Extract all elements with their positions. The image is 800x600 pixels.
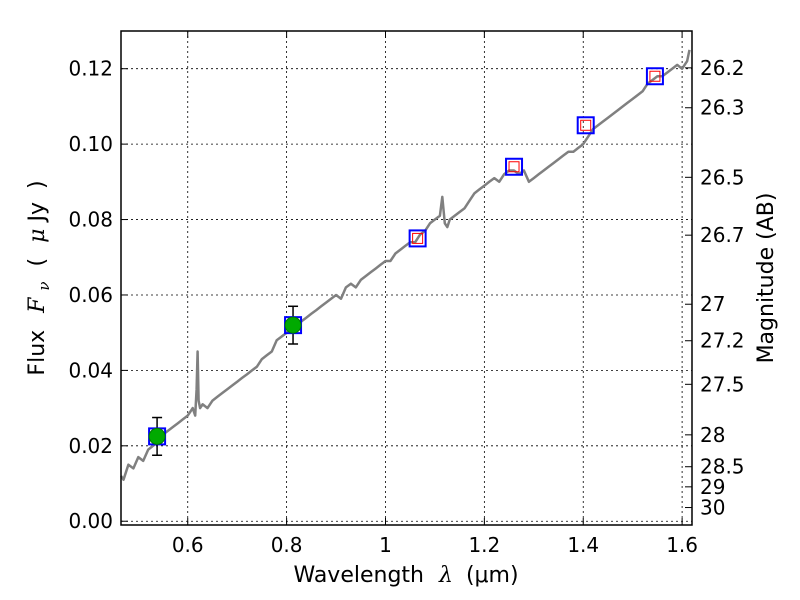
y-tick-label: 0.10 (68, 132, 113, 156)
observed-point (148, 427, 166, 445)
mag-tick-label: 27.5 (700, 372, 745, 396)
model-marker-inner (412, 232, 424, 244)
grid-layer (121, 31, 692, 525)
model-marker-outer (645, 67, 664, 86)
model-marker-inner (580, 119, 592, 131)
y-axis-label-subscript: ν (35, 281, 53, 290)
plot-frame (120, 30, 693, 526)
y-tick-label: 0.04 (68, 358, 113, 382)
x-tick-label: 1 (379, 533, 392, 557)
mag-tick-label: 26.7 (700, 223, 745, 247)
mag-tick-label: 26.2 (700, 56, 745, 80)
mag-tick-label: 30 (700, 496, 725, 520)
y-tick-label: 0.12 (68, 57, 113, 81)
right-axis-label: Magnitude (AB) (754, 193, 779, 364)
plot-background (121, 31, 692, 525)
model-marker-outer (576, 116, 595, 135)
y-axis-label-unit-rest: Jy (25, 202, 50, 224)
y-tick-label: 0.02 (68, 434, 113, 458)
y-axis-label-unit-close: ) (25, 180, 50, 189)
model-marker-inner (508, 161, 520, 173)
mag-tick-label: 27 (700, 292, 725, 316)
x-axis-label: Wavelength λ (μm) (293, 563, 518, 588)
y-tick-label: 0.08 (68, 208, 113, 232)
mag-tick-label: 26.5 (700, 165, 745, 189)
x-tick-label: 1.6 (666, 533, 698, 557)
y-axis-label: Flux F ν ( μ Jy ) (25, 180, 55, 375)
mag-tick-label: 29 (700, 475, 725, 499)
mag-tick-label: 27.2 (700, 329, 745, 353)
x-axis-label-symbol: λ (438, 563, 453, 588)
y-tick-label: 0.06 (68, 283, 113, 307)
y-axis-label-prefix: Flux (25, 330, 50, 376)
y-axis-label-unit-open: ( (25, 258, 50, 267)
model-marker-outer (505, 157, 524, 176)
tick-layer: 0.6 0.8 1 1.2 1.4 1.6 0.00 0.02 0.04 0.06 0.08 0.10… (68, 31, 745, 557)
observed-point (284, 316, 302, 334)
y-tick-label: 0.00 (68, 509, 113, 533)
model-marker-inner (649, 70, 661, 82)
x-axis-label-unit: (μm) (466, 563, 519, 588)
y-axis-label-symbol: F (25, 297, 50, 314)
mag-tick-label: 26.3 (700, 96, 745, 120)
model-marker-outer (408, 229, 427, 248)
x-axis-label-prefix: Wavelength (293, 563, 424, 588)
mag-tick-label: 28 (700, 423, 725, 447)
x-tick-label: 1.2 (468, 533, 500, 557)
x-tick-label: 0.8 (271, 533, 303, 557)
mag-tick-label: 28.5 (700, 455, 745, 479)
x-tick-label: 1.4 (567, 533, 599, 557)
y-axis-label-unit-mu: μ (25, 229, 50, 243)
data-layer (119, 49, 691, 481)
x-tick-label: 0.6 (172, 533, 204, 557)
